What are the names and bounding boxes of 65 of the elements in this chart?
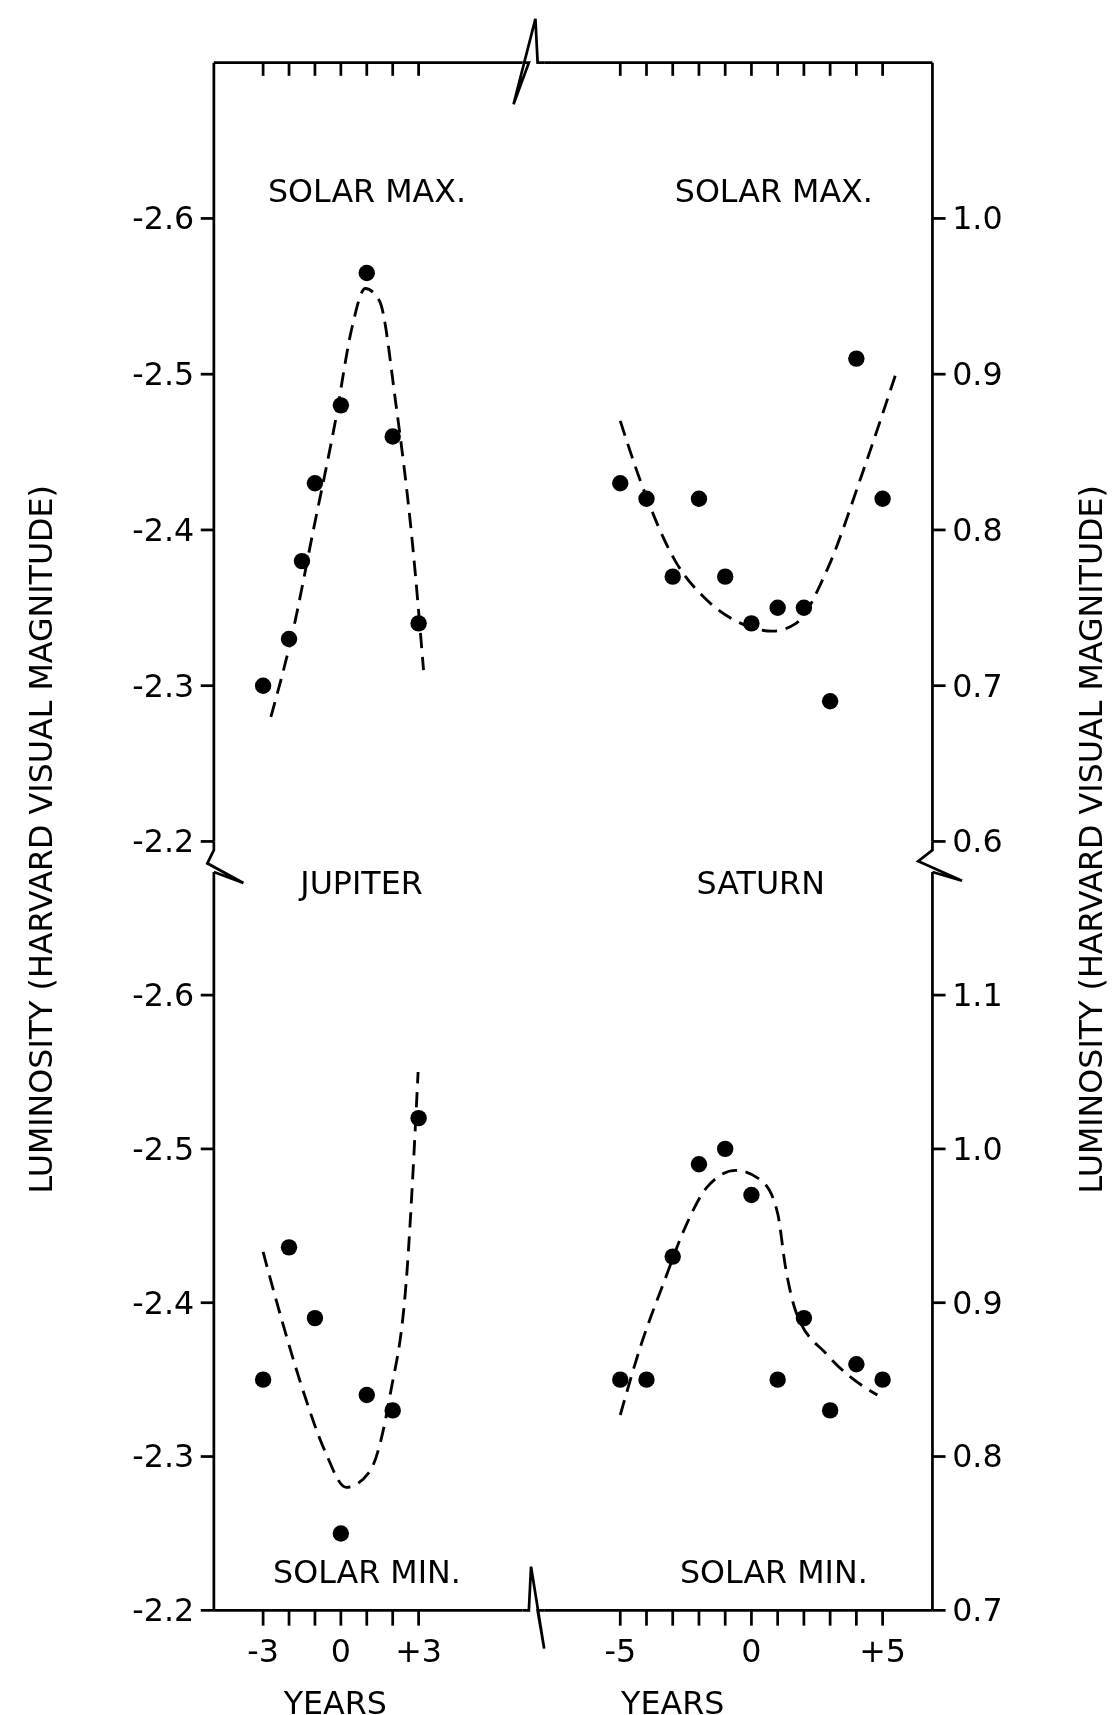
chart-title: JUPITER (298, 864, 423, 901)
chart-title: SATURN (696, 864, 825, 901)
annotation: SOLAR MAX. (267, 172, 467, 209)
point (306, 475, 324, 492)
y2-tick-label: 1.0 (952, 1130, 1003, 1167)
point (612, 1371, 629, 1388)
point (664, 568, 681, 585)
point (612, 475, 629, 492)
annotation: SOLAR MAX. (674, 172, 873, 209)
point (280, 1239, 298, 1256)
x-tick-label: +3 (395, 1632, 442, 1669)
point (716, 1140, 734, 1158)
y2-tick-label: 0.9 (952, 356, 1003, 393)
y-tick-label: -2.5 (132, 356, 195, 393)
y2-tick-label: 0.8 (952, 511, 1003, 548)
x-tick-label: -5 (604, 1632, 637, 1669)
point (254, 1371, 272, 1388)
y-tick-label: -2.3 (132, 1438, 195, 1475)
y2-axis-title: LUMINOSITY (HARVARD VISUAL MAGNITUDE) (1072, 485, 1109, 1194)
y2-tick-label: 0.6 (952, 823, 1003, 860)
point (848, 350, 865, 367)
y-axis-title: LUMINOSITY (HARVARD VISUAL MAGNITUDE) (22, 485, 59, 1194)
line-series (269, 287, 425, 719)
y-tick-label: -2.2 (132, 1592, 195, 1629)
annotation: SOLAR MIN. (273, 1554, 461, 1590)
y2-tick-label: 0.8 (952, 1438, 1003, 1475)
y2-tick-label: 1.1 (952, 977, 1003, 1014)
y-tick-label: -2.6 (132, 977, 195, 1014)
y2-tick-label: 0.9 (952, 1284, 1003, 1321)
point (716, 568, 734, 585)
y-tick-label: -2.4 (132, 1284, 195, 1321)
point (769, 599, 786, 617)
point (874, 490, 891, 507)
point (306, 1309, 324, 1327)
point (358, 264, 375, 282)
point (848, 1356, 865, 1373)
y-tick-label: -2.4 (132, 511, 195, 548)
y-tick-label: -2.6 (132, 200, 195, 237)
y2-tick-label: 1.0 (952, 200, 1003, 237)
y-tick-label: -2.5 (132, 1130, 195, 1167)
point (874, 1371, 891, 1388)
y2-tick-label: 0.7 (952, 667, 1003, 704)
x-tick-label: 0 (330, 1632, 351, 1669)
point (384, 428, 401, 445)
point (638, 1371, 655, 1388)
point (795, 1309, 813, 1327)
point (332, 1525, 350, 1542)
point (690, 1156, 708, 1173)
y-tick-label: -2.3 (132, 667, 195, 704)
point (821, 693, 839, 710)
annotation: SOLAR MIN. (679, 1554, 868, 1590)
point (769, 1371, 786, 1388)
x-tick-label: 0 (741, 1632, 762, 1669)
point (821, 1402, 839, 1419)
line-series (618, 372, 898, 633)
x-axis-title: YEARS (620, 1685, 725, 1715)
point (358, 1386, 375, 1404)
y2-tick-label: 0.7 (952, 1592, 1003, 1629)
x-tick-label: -3 (247, 1632, 279, 1669)
x-tick-label: +5 (859, 1632, 906, 1669)
y-tick-label: -2.2 (132, 823, 195, 860)
point (690, 490, 708, 507)
point (743, 1186, 760, 1204)
x-axis-title: YEARS (282, 1685, 387, 1715)
point (254, 677, 272, 694)
